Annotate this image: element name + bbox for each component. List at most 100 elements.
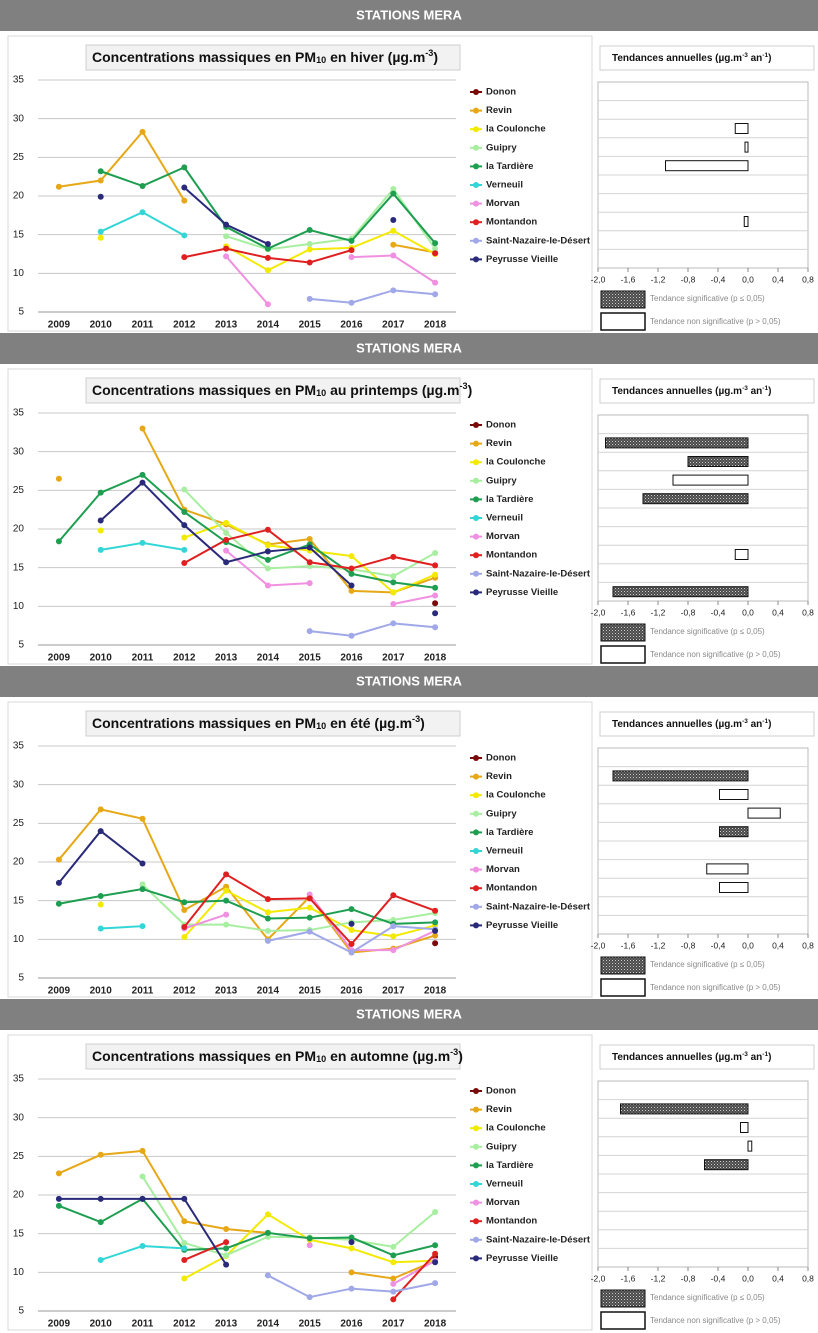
point <box>223 1252 230 1259</box>
point <box>223 921 230 928</box>
x-tick-label: 2015 <box>299 653 322 664</box>
point <box>181 164 188 171</box>
point <box>306 928 313 935</box>
x-tick-label: 2012 <box>173 1319 196 1330</box>
point <box>181 934 188 941</box>
title-part: -3 <box>742 718 748 725</box>
title-part: -1 <box>762 718 768 725</box>
legend-label: Peyrusse Vieille <box>486 920 558 931</box>
x-tick-label: 0,8 <box>802 940 814 950</box>
legend-label: Guipry <box>486 142 517 153</box>
point <box>390 1280 397 1287</box>
legend-dot <box>473 570 479 577</box>
legend-dot <box>473 1143 479 1150</box>
title-part: Tendances annuelles (µg.m <box>612 719 742 730</box>
point <box>264 548 271 555</box>
title-part: au printemps (µg.m <box>326 382 459 398</box>
x-tick-label: -1,6 <box>621 940 636 950</box>
point <box>432 240 439 247</box>
point <box>264 915 271 922</box>
legend-label: Tendance significative (p ≤ 0,05) <box>650 627 765 636</box>
point <box>97 517 104 524</box>
legend-dot <box>473 1255 479 1262</box>
chart-title: Tendances annuelles (µg.m-3 an-1) <box>612 385 771 397</box>
legend-dot <box>473 1106 479 1113</box>
point <box>432 940 439 947</box>
point <box>97 1219 104 1226</box>
point <box>432 907 439 914</box>
point <box>348 927 355 934</box>
point <box>55 1170 62 1177</box>
chart-title: Tendances annuelles (µg.m-3 an-1) <box>612 1051 771 1063</box>
chart-title: Tendances annuelles (µg.m-3 an-1) <box>612 718 771 730</box>
y-tick-label: 35 <box>13 408 25 419</box>
y-tick-label: 10 <box>13 601 25 612</box>
point <box>97 546 104 553</box>
point <box>264 245 271 252</box>
point <box>264 1229 271 1236</box>
legend-label: Donon <box>486 753 516 764</box>
title-part: -3 <box>460 381 468 391</box>
point <box>181 522 188 529</box>
y-tick-label: 5 <box>18 973 24 984</box>
x-tick-label: 0,4 <box>772 940 784 950</box>
legend-label: Guipry <box>486 475 517 486</box>
title-part: ) <box>458 1048 463 1064</box>
point <box>55 183 62 190</box>
title-part: -3 <box>742 52 748 59</box>
point <box>264 301 271 308</box>
point <box>181 1218 188 1225</box>
legend-label: Revin <box>486 771 512 782</box>
x-tick-label: -1,6 <box>621 274 636 284</box>
point <box>223 1226 230 1233</box>
point <box>139 182 146 189</box>
y-tick-label: 35 <box>13 741 25 752</box>
point <box>264 582 271 589</box>
point <box>432 600 439 607</box>
x-tick-label: 0,0 <box>742 1273 754 1283</box>
point <box>432 1250 439 1257</box>
point <box>348 587 355 594</box>
point <box>139 881 146 888</box>
point <box>306 628 313 635</box>
x-tick-label: 0,4 <box>772 274 784 284</box>
title-part: -1 <box>762 385 768 392</box>
point <box>55 1202 62 1209</box>
point <box>264 526 271 533</box>
point <box>139 479 146 486</box>
x-tick-label: 2010 <box>90 320 113 331</box>
legend-dot <box>473 256 479 263</box>
trend-bar <box>612 770 749 782</box>
point <box>432 1209 439 1216</box>
legend-label: Saint-Nazaire-le-Désert <box>486 235 591 246</box>
point <box>432 592 439 599</box>
point <box>223 1239 230 1246</box>
x-tick-label: 2011 <box>132 320 154 331</box>
point <box>306 246 313 253</box>
legend-dot <box>473 163 479 170</box>
trend-bar <box>719 826 749 838</box>
point <box>181 508 188 515</box>
point <box>348 632 355 639</box>
legend-label: Morvan <box>486 531 520 542</box>
x-tick-label: 0,4 <box>772 1273 784 1283</box>
trend-bar <box>740 1122 749 1133</box>
x-tick-label: -0,8 <box>681 274 696 284</box>
y-tick-label: 15 <box>13 562 25 573</box>
title-box <box>85 44 461 71</box>
legend-dot <box>473 477 479 484</box>
x-tick-label: 2013 <box>215 986 238 997</box>
point <box>97 901 104 908</box>
legend-swatch <box>600 645 646 664</box>
legend-dot <box>473 1236 479 1243</box>
point <box>432 245 439 252</box>
point <box>264 556 271 563</box>
legend-label: la Coulonche <box>486 124 546 135</box>
y-tick-label: 25 <box>13 152 25 163</box>
legend-dot <box>473 200 479 207</box>
y-tick-label: 20 <box>13 191 25 202</box>
point <box>390 1243 397 1250</box>
point <box>223 897 230 904</box>
point <box>97 234 104 241</box>
